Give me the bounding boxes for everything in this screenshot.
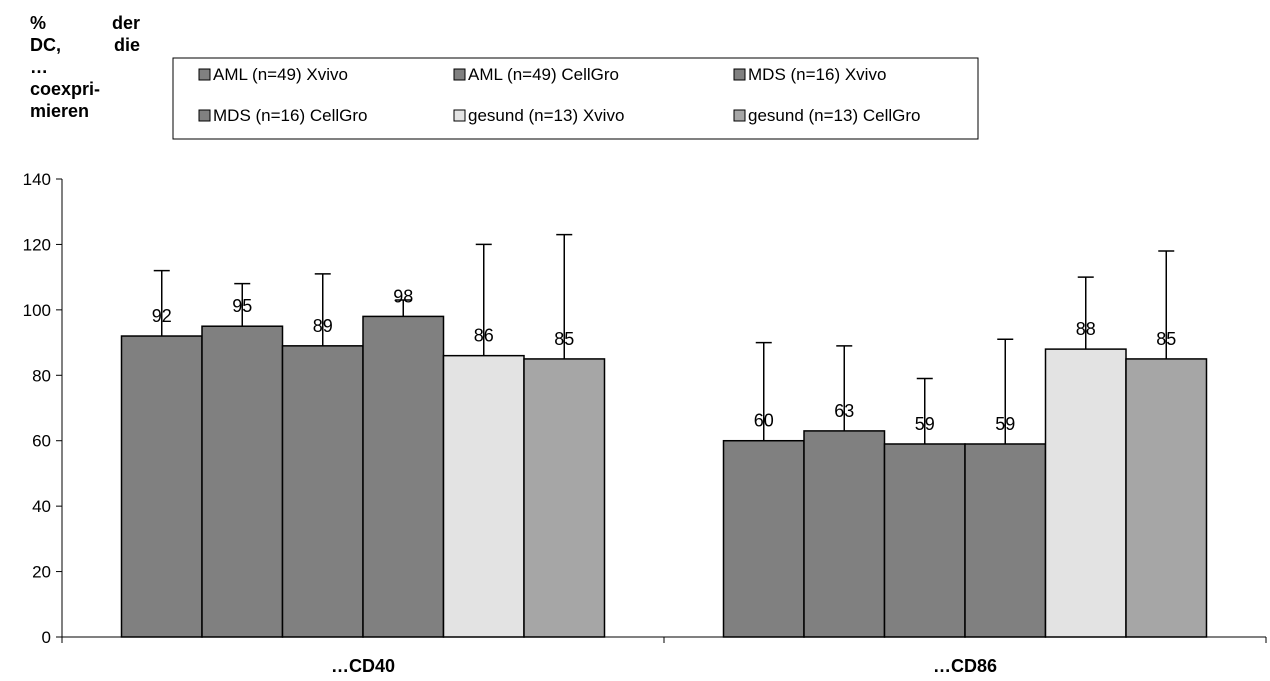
y-tick-label: 120 [23, 235, 51, 254]
bar [1044, 348, 1127, 638]
bar [362, 315, 445, 638]
legend-label: AML (n=49) CellGro [468, 65, 619, 84]
bar [523, 358, 606, 638]
x-tick-label: …CD40 [331, 656, 395, 676]
legend-label: gesund (n=13) CellGro [748, 106, 920, 125]
data-label: 59 [915, 414, 935, 434]
data-label: 85 [1156, 329, 1176, 349]
legend-box [172, 57, 979, 140]
bar [201, 325, 284, 638]
data-label: 95 [232, 296, 252, 316]
bar [964, 443, 1047, 638]
y-tick-label: 140 [23, 170, 51, 189]
y-axis-label-line: % der [30, 13, 140, 33]
data-label: 85 [554, 329, 574, 349]
legend-label: AML (n=49) Xvivo [213, 65, 348, 84]
y-axis-label-line: … [30, 57, 48, 77]
legend-label: MDS (n=16) CellGro [213, 106, 367, 125]
y-tick-label: 80 [32, 366, 51, 385]
legend-swatch [453, 109, 466, 122]
y-tick-label: 0 [42, 628, 51, 647]
bar [442, 354, 525, 638]
y-tick-label: 100 [23, 301, 51, 320]
data-label: 59 [995, 414, 1015, 434]
x-tick-label: …CD86 [933, 656, 997, 676]
legend-label: gesund (n=13) Xvivo [468, 106, 624, 125]
data-label: 89 [313, 316, 333, 336]
data-label: 60 [754, 411, 774, 431]
legend-swatch [733, 68, 746, 81]
bar [883, 443, 966, 638]
bar [722, 439, 805, 638]
bar [1125, 358, 1208, 638]
data-label: 92 [152, 306, 172, 326]
legend-swatch [198, 68, 211, 81]
legend-label: MDS (n=16) Xvivo [748, 65, 886, 84]
legend-swatch [198, 109, 211, 122]
y-axis-label-line: mieren [30, 101, 90, 121]
data-label: 98 [393, 286, 413, 306]
bar [120, 335, 203, 638]
y-axis-label: % der DC, die … coexpri- mieren [30, 12, 140, 122]
y-axis-label-line: DC, die [30, 35, 140, 55]
bar [803, 430, 886, 638]
y-tick-label: 60 [32, 432, 51, 451]
y-tick-label: 40 [32, 497, 51, 516]
y-tick-label: 20 [32, 563, 51, 582]
data-label: 86 [474, 326, 494, 346]
data-label: 88 [1076, 319, 1096, 339]
bar [281, 345, 364, 638]
legend: AML (n=49) Xvivo AML (n=49) CellGro MDS (n… [172, 57, 979, 140]
legend-swatch [733, 109, 746, 122]
y-axis-label-line: coexpri- [30, 79, 101, 99]
legend-swatch [453, 68, 466, 81]
data-label: 63 [834, 401, 854, 421]
